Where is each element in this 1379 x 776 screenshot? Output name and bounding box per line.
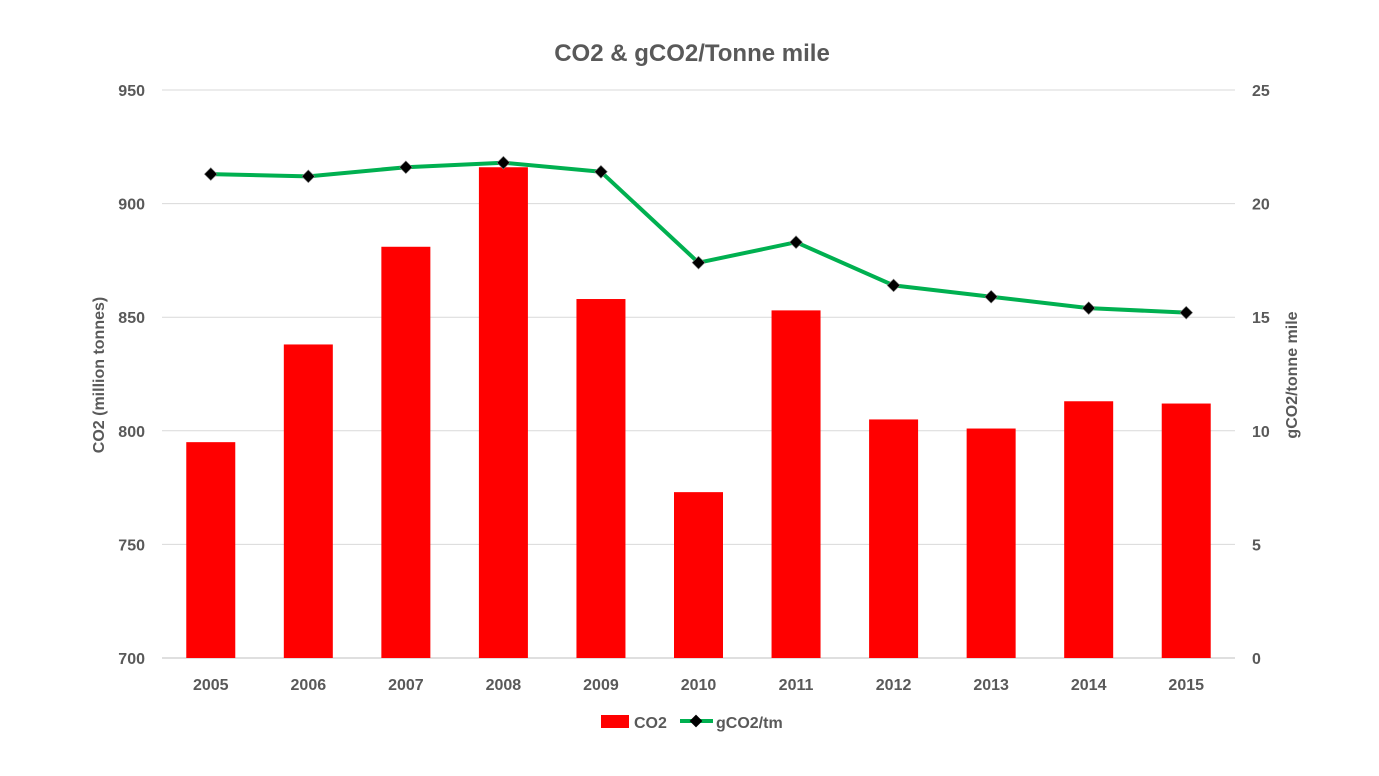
gco2-point (886, 278, 901, 293)
x-tick-label: 2015 (1168, 677, 1204, 694)
x-tick-label: 2009 (583, 677, 619, 694)
y2-tick-label: 25 (1252, 83, 1270, 100)
y2-tick-label: 5 (1252, 537, 1261, 554)
co2-bar (283, 344, 333, 658)
co2-bar (576, 299, 626, 658)
x-tick-label: 2007 (388, 677, 424, 694)
co2-bar (966, 428, 1016, 658)
gco2-point (203, 167, 218, 181)
co2-bar (771, 310, 821, 658)
co2-bar (186, 442, 236, 658)
x-tick-label: 2013 (973, 677, 1009, 694)
gridlines (162, 89, 1235, 659)
y-tick-label: 950 (118, 83, 145, 100)
gco2-point (496, 155, 511, 170)
y2-tick-label: 15 (1252, 310, 1270, 327)
co2-bar (869, 419, 919, 658)
gco2-series-line (210, 160, 1187, 315)
co2-bar (674, 492, 723, 658)
y-tick-label: 800 (118, 424, 145, 441)
y-axis-label: CO2 (million tonnes) (91, 297, 108, 453)
gco2-point (301, 169, 316, 184)
gco2-point (984, 289, 998, 304)
gco2-point (594, 165, 608, 179)
y2-tick-label: 20 (1252, 197, 1270, 214)
gco2-point (1081, 301, 1096, 315)
x-tick-label: 2014 (1071, 677, 1107, 694)
right-axis-ticks: 0 5 10 15 20 25 (1252, 83, 1270, 668)
legend: CO2 gCO2/tm (601, 714, 783, 732)
co2-bar (478, 167, 528, 659)
gco2-point (1179, 305, 1194, 320)
x-tick-label: 2010 (681, 677, 717, 694)
gco2-point (399, 160, 413, 175)
x-tick-label: 2008 (486, 677, 522, 694)
x-tick-label: 2012 (876, 677, 912, 694)
x-tick-label: 2005 (193, 677, 229, 694)
x-tick-label: 2011 (779, 677, 814, 694)
y-tick-label: 750 (118, 537, 145, 554)
chart-title: CO2 & gCO2/Tonne mile (554, 40, 830, 67)
gco2-point (691, 255, 706, 270)
co2-bar (1161, 403, 1211, 658)
y-tick-label: 900 (118, 197, 145, 214)
x-axis-ticks: 2005 2006 2007 2008 2009 2010 2011 2012 2013 2014… (193, 677, 1204, 694)
y-tick-label: 850 (118, 310, 145, 327)
legend-gco2-label: gCO2/tm (716, 715, 783, 732)
gco2-point (789, 235, 803, 250)
x-tick-label: 2006 (291, 677, 327, 694)
legend-co2-swatch (601, 715, 629, 728)
y-tick-label: 700 (118, 651, 145, 668)
left-axis-ticks: 700 750 800 850 900 950 (118, 83, 145, 668)
legend-co2-label: CO2 (634, 715, 667, 732)
legend-marker-icon (689, 714, 703, 728)
y2-axis-label: gCO2/tonne mile (1284, 311, 1301, 438)
co2-bar (381, 246, 431, 658)
gco2-line (203, 155, 1194, 320)
y2-tick-label: 10 (1252, 424, 1270, 441)
co2-bars (186, 167, 1211, 659)
co2-bar (1064, 401, 1114, 658)
y2-tick-label: 0 (1252, 651, 1261, 668)
